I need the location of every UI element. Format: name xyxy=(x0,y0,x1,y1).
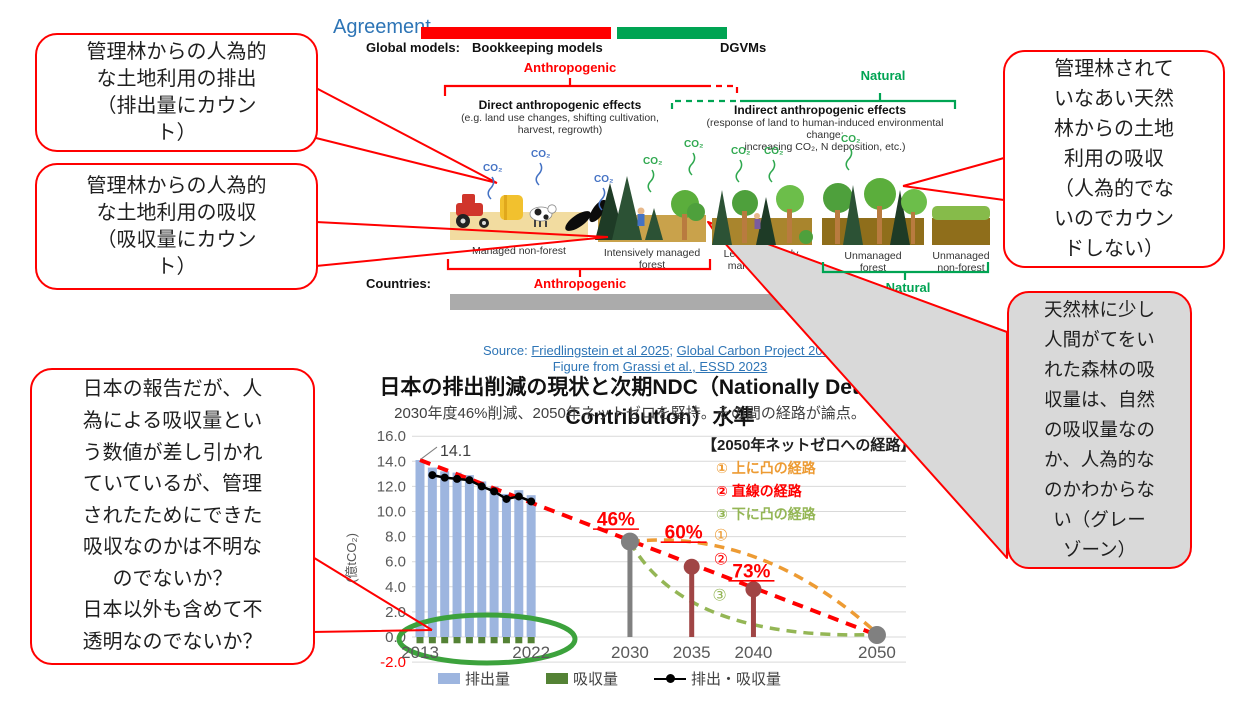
callout-natural-absorption: 管理林されて いなあい天然 林からの土地 利用の吸収 （人為的でな いのでカウン… xyxy=(1003,50,1225,268)
cow-icon xyxy=(529,204,557,227)
legend-absorption: 吸収量 xyxy=(546,668,618,689)
pathway-item-3: ③ 下に凸の経路 xyxy=(716,506,816,522)
emissions-swatch xyxy=(438,673,460,684)
direct-effects-title: Direct anthropogenic effects xyxy=(478,98,642,112)
svg-text:2022: 2022 xyxy=(512,643,550,662)
intensive-forest-art xyxy=(595,176,705,240)
co2-icon: CO₂ xyxy=(764,146,784,157)
countries-gray-bar xyxy=(450,294,812,310)
svg-text:(億tCO₂): (億tCO₂) xyxy=(344,533,359,583)
svg-text:4.0: 4.0 xyxy=(385,579,406,596)
svg-text:2.0: 2.0 xyxy=(385,604,406,621)
co2-icon: CO₂ xyxy=(684,139,704,150)
co2-icon: CO₂ xyxy=(643,156,663,167)
svg-text:12.0: 12.0 xyxy=(377,478,406,495)
svg-text:46%: 46% xyxy=(597,510,635,531)
global-models-label: Global models: xyxy=(366,40,460,55)
co2-icon: CO₂ xyxy=(731,146,751,157)
dgvms-label: DGVMs xyxy=(720,40,767,55)
net-line-swatch xyxy=(654,673,687,684)
natural-top-label: Natural xyxy=(860,68,906,83)
person-icon xyxy=(637,207,645,215)
absorption-swatch xyxy=(546,673,569,684)
svg-text:6.0: 6.0 xyxy=(385,554,406,571)
legend-absorption-label: 吸収量 xyxy=(573,671,619,688)
callout-gray-zone: 天然林に少し 人間がてをい れた森林の吸 収量は、自然 の吸収量なの か、人為的… xyxy=(1007,291,1192,569)
callout-japan-report: 日本の報告だが、人 為による吸収量とい う数値が差し引かれ ていているが、管理 … xyxy=(30,368,315,665)
svg-text:60%: 60% xyxy=(665,523,703,544)
svg-text:73%: 73% xyxy=(732,561,770,582)
svg-text:16.0: 16.0 xyxy=(377,430,406,445)
direct-effects-subtitle: (e.g. land use changes, shifting cultiva… xyxy=(461,112,659,136)
svg-text:10.0: 10.0 xyxy=(377,504,406,521)
legend-emissions-label: 排出量 xyxy=(465,671,511,688)
fallen-log-icon xyxy=(565,199,607,231)
unmanaged-forest-art xyxy=(823,178,927,245)
svg-text:①: ① xyxy=(714,528,728,545)
source-link-friedlingstein[interactable]: Friedlingstein et al 2025 xyxy=(531,343,670,358)
source-prefix: Source: xyxy=(482,343,532,358)
svg-text:③: ③ xyxy=(712,588,726,605)
less-intensive-forest-art xyxy=(712,185,813,245)
svg-text:14.0: 14.0 xyxy=(377,453,406,470)
anthropogenic-top-bracket xyxy=(443,78,739,96)
co2-icon: CO₂ xyxy=(841,134,861,145)
chart-subtitle: 2030年度46%削減、2050年ネットゼロを堅持。その間の経路が論点。 xyxy=(394,405,866,422)
indirect-effects-title: Indirect anthropogenic effects xyxy=(733,103,907,117)
svg-text:2030: 2030 xyxy=(611,643,649,662)
panel-label-managed-non-forest: Managed non-forest xyxy=(472,245,566,257)
agreement-red-bar xyxy=(421,27,611,39)
source-line-2: Figure from Grassi et al., ESSD 2023 xyxy=(400,344,920,374)
co2-icon: CO₂ xyxy=(594,174,614,185)
legend-net: 排出・吸収量 xyxy=(654,668,781,689)
pathway-item-1: ① 上に凸の経路 xyxy=(716,460,816,476)
svg-text:2035: 2035 xyxy=(673,643,711,662)
chart-legend: 排出量 吸収量 排出・吸収量 xyxy=(438,668,781,689)
countries-natural-label: Natural xyxy=(885,280,931,295)
panel-label-less-intensively-managed-land: Less-intensively managed land xyxy=(723,248,799,272)
pathways-title: 【2050年ネットゼロへの経路】 xyxy=(702,437,916,454)
anthropogenic-top-label: Anthropogenic xyxy=(523,60,617,75)
callout-managed-absorption: 管理林からの人為的 な土地利用の吸収 （吸収量にカウン ト） xyxy=(35,163,318,290)
svg-text:-2.0: -2.0 xyxy=(380,654,406,671)
agreement-label: Agreement. xyxy=(333,16,437,38)
tractor-icon xyxy=(456,194,489,228)
pathway-item-2: ② 直線の経路 xyxy=(716,483,802,499)
legend-emissions: 排出量 xyxy=(438,668,510,689)
svg-text:2050: 2050 xyxy=(858,643,896,662)
panel-label-unmanaged-forest: Unmanaged forest xyxy=(844,250,902,274)
co2-icon: CO₂ xyxy=(531,149,551,160)
countries-label: Countries: xyxy=(366,276,431,291)
source-separator: ; xyxy=(669,343,677,358)
svg-text:②: ② xyxy=(714,552,728,569)
hay-icon xyxy=(500,195,523,220)
svg-text:8.0: 8.0 xyxy=(385,529,406,546)
panel-label-intensively-managed-forest: Intensively managed forest xyxy=(603,247,701,271)
pathways-box: 【2050年ネットゼロへの経路】 ① 上に凸の経路 ② 直線の経路 ③ 下に凸の… xyxy=(702,434,932,524)
countries-anthropogenic-label: Anthropogenic xyxy=(533,276,627,291)
legend-net-label: 排出・吸収量 xyxy=(691,671,782,688)
panel-label-unmanaged-non-forest: Unmanaged non-forest xyxy=(932,250,990,274)
co2-icon: CO₂ xyxy=(483,163,503,174)
agreement-green-bar xyxy=(617,27,727,39)
callout-managed-emission: 管理林からの人為的 な土地利用の排出 （排出量にカウン ト） xyxy=(35,33,318,152)
indirect-effects-subtitle: (response of land to human-induced envir… xyxy=(706,117,944,153)
land-panels-art xyxy=(450,176,990,245)
svg-text:14.1: 14.1 xyxy=(440,443,471,460)
figure-from-prefix: Figure from xyxy=(552,359,623,374)
bookkeeping-models-label: Bookkeeping models xyxy=(472,40,603,55)
svg-text:2013: 2013 xyxy=(401,643,439,662)
svg-text:2040: 2040 xyxy=(735,643,773,662)
